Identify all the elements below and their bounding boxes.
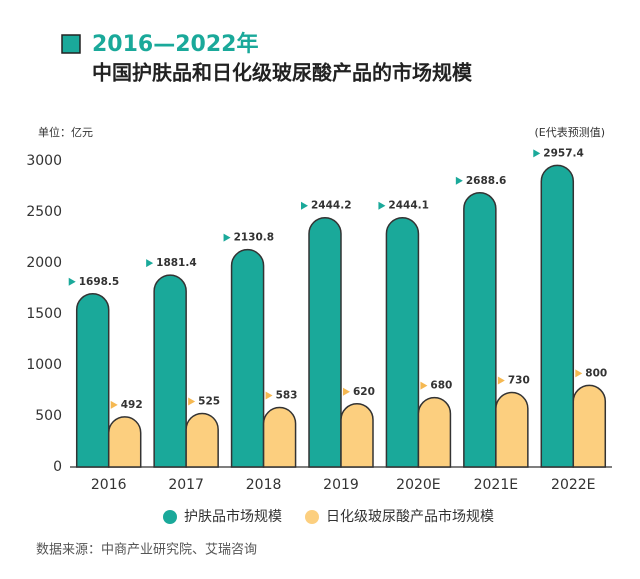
value-label: 800 [585,367,607,379]
bar [463,192,497,468]
value-label: 730 [508,375,530,387]
source: 数据来源：中商产业研究院、艾瑞咨询 [36,543,257,558]
y-tick-label: 0 [53,459,62,475]
y-axis-unit: 单位：亿元 [38,125,93,139]
legend-marker [305,510,319,524]
value-label: 1698.5 [79,276,120,288]
value-label: 2957.4 [543,147,584,159]
bar [572,384,607,468]
bar [153,274,187,468]
label-marker [455,176,463,185]
y-tick-label: 2500 [26,204,62,220]
y-tick-label: 1500 [26,306,62,322]
legend-marker [163,510,177,524]
y-tick-label: 3000 [26,153,62,169]
bar [495,391,529,468]
value-label: 2688.6 [466,175,507,187]
label-marker [301,201,308,210]
y-tick-label: 2000 [26,255,62,271]
value-label: 2130.8 [234,232,275,244]
bar [308,216,342,468]
value-label: 2444.1 [388,200,429,212]
value-label: 1881.4 [156,257,197,269]
label-marker [223,233,231,242]
label-marker [497,376,505,385]
bar [385,216,420,468]
value-label: 525 [198,395,220,407]
value-label: 680 [430,380,452,392]
bar [540,164,575,468]
bar [340,403,374,468]
value-label: 583 [276,390,298,402]
value-label: 492 [121,399,143,411]
x-tick-label: 2020E [396,477,440,493]
x-tick-label: 2016 [91,477,127,493]
label-marker [533,149,541,158]
value-label: 620 [353,386,375,398]
chart-subtitle: 中国护肤品和日化级玻尿酸产品的市场规模 [92,61,473,85]
bar [262,406,297,468]
value-label: 2444.2 [311,200,352,212]
label-marker [265,391,273,400]
x-tick-label: 2017 [168,477,204,493]
bar [230,248,265,468]
x-tick-label: 2018 [246,477,282,493]
bar [417,396,452,468]
x-tick-label: 2021E [474,477,518,493]
title-icon [61,34,81,54]
bar [107,416,142,468]
y-tick-label: 500 [35,408,62,424]
label-marker [378,201,386,210]
label-marker [110,400,118,409]
bar [185,412,219,468]
label-marker [420,381,428,390]
note: (E代表预测值) [534,125,605,139]
label-marker [68,277,76,286]
label-marker [343,387,350,396]
label-marker [146,259,154,268]
label-marker [188,397,196,406]
legend-label: 日化级玻尿酸产品市场规模 [326,508,494,525]
y-tick-label: 1000 [26,357,62,373]
x-tick-label: 2019 [323,477,359,493]
bar [75,293,110,468]
label-marker [575,369,583,378]
x-tick-label: 2022E [551,477,595,493]
legend-label: 护肤品市场规模 [184,508,282,525]
chart-title: 2016—2022年 [92,31,258,57]
